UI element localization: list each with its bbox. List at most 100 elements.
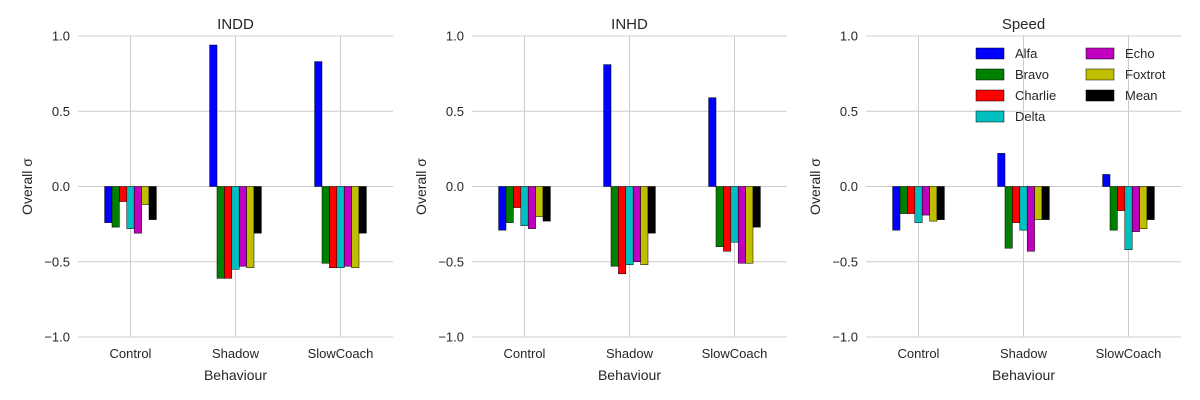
bar-alfa-shadow	[603, 64, 612, 187]
legend-label-mean: Mean	[1125, 88, 1158, 103]
bar-charlie-slowcoach	[329, 186, 338, 269]
y-tick-label: −0.5	[832, 254, 858, 269]
chart-panel-indd: −1.0 −0.5 0.0 0.5 1.0 Control Shadow SlowCoach I…	[19, 16, 393, 383]
bar-bravo-slowcoach	[321, 186, 330, 264]
chart-panel-inhd: −1.0 −0.5 0.0 0.5 1.0 Control Shadow SlowCoach I…	[413, 16, 787, 383]
y-tick-label: −1.0	[44, 330, 70, 345]
y-tick-label: −0.5	[438, 254, 464, 269]
bar-foxtrot-slowcoach	[1139, 186, 1148, 229]
x-tick-label: SlowCoach	[702, 346, 768, 361]
bar-charlie-slowcoach	[723, 186, 732, 252]
bar-mean-control	[936, 186, 945, 220]
bar-alfa-slowcoach	[314, 61, 323, 187]
x-tick-label: SlowCoach	[1096, 346, 1162, 361]
bar-delta-slowcoach	[730, 186, 739, 243]
x-tick-label: Shadow	[606, 346, 654, 361]
bar-foxtrot-shadow	[1034, 186, 1043, 220]
bar-foxtrot-shadow	[640, 186, 649, 266]
x-axis-label: Behaviour	[598, 367, 661, 383]
legend-swatch-alfa	[975, 47, 1005, 60]
bar-alfa-slowcoach	[708, 97, 717, 187]
bar-charlie-shadow	[618, 186, 627, 275]
y-tick-label: −0.5	[44, 254, 70, 269]
bar-echo-control	[921, 186, 930, 216]
bar-foxtrot-control	[929, 186, 938, 222]
bar-delta-control	[520, 186, 529, 226]
y-tick-label: 0.5	[446, 104, 464, 119]
bar-mean-slowcoach	[1146, 186, 1155, 220]
y-tick-label: 0.5	[840, 104, 858, 119]
x-tick-label: Control	[504, 346, 546, 361]
chart-title: INDD	[217, 16, 254, 33]
y-axis-label: Overall σ	[807, 158, 823, 215]
bar-alfa-shadow	[209, 44, 218, 187]
bar-delta-shadow	[231, 186, 240, 270]
bar-charlie-control	[513, 186, 522, 208]
x-tick-label: Shadow	[1000, 346, 1048, 361]
chart-title: Speed	[1002, 16, 1045, 33]
legend-label-foxtrot: Foxtrot	[1125, 67, 1166, 82]
legend-label-bravo: Bravo	[1015, 67, 1049, 82]
bar-bravo-shadow	[610, 186, 619, 267]
bar-mean-slowcoach	[358, 186, 367, 234]
bar-echo-shadow	[238, 186, 247, 267]
bar-bravo-control	[111, 186, 120, 228]
y-tick-label: 0.0	[446, 179, 464, 194]
bar-delta-control	[914, 186, 923, 223]
x-tick-label: Control	[110, 346, 152, 361]
bar-charlie-control	[119, 186, 128, 202]
bar-bravo-shadow	[216, 186, 225, 279]
bar-echo-slowcoach	[343, 186, 352, 267]
x-axis-label: Behaviour	[992, 367, 1055, 383]
bar-delta-slowcoach	[336, 186, 345, 269]
legend-label-charlie: Charlie	[1015, 88, 1056, 103]
bar-mean-shadow	[1041, 186, 1050, 220]
bar-charlie-slowcoach	[1117, 186, 1126, 211]
x-tick-label: Control	[898, 346, 940, 361]
bar-bravo-control	[899, 186, 908, 214]
legend-swatch-bravo	[975, 68, 1005, 81]
bar-echo-shadow	[1026, 186, 1035, 252]
bar-charlie-control	[907, 186, 916, 214]
y-tick-label: 1.0	[52, 29, 70, 44]
bar-mean-shadow	[647, 186, 656, 234]
legend-label-delta: Delta	[1015, 109, 1046, 124]
x-axis-label: Behaviour	[204, 367, 267, 383]
legend-swatch-foxtrot	[1085, 68, 1115, 81]
bar-foxtrot-control	[141, 186, 150, 205]
bar-alfa-control	[892, 186, 901, 231]
bar-charlie-shadow	[224, 186, 233, 279]
bar-echo-slowcoach	[1131, 186, 1140, 232]
legend-swatch-charlie	[975, 89, 1005, 102]
bar-bravo-slowcoach	[1109, 186, 1118, 231]
bar-mean-shadow	[253, 186, 262, 234]
y-axis-label: Overall σ	[19, 158, 35, 215]
bar-bravo-shadow	[1004, 186, 1013, 249]
bar-alfa-control	[104, 186, 113, 223]
bar-bravo-slowcoach	[715, 186, 724, 247]
bar-foxtrot-slowcoach	[351, 186, 360, 269]
bar-foxtrot-control	[535, 186, 544, 217]
chart-title: INHD	[611, 16, 648, 33]
y-tick-label: 0.0	[840, 179, 858, 194]
y-tick-label: 0.0	[52, 179, 70, 194]
bar-bravo-control	[505, 186, 514, 223]
bar-delta-control	[126, 186, 135, 229]
bar-mean-control	[148, 186, 157, 220]
bar-foxtrot-shadow	[246, 186, 255, 269]
bar-delta-shadow	[1019, 186, 1028, 231]
bar-charlie-shadow	[1012, 186, 1021, 223]
x-tick-label: SlowCoach	[308, 346, 374, 361]
legend-label-alfa: Alfa	[1015, 46, 1038, 61]
bar-alfa-shadow	[997, 153, 1006, 187]
x-tick-label: Shadow	[212, 346, 260, 361]
bar-delta-shadow	[625, 186, 634, 266]
chart-panel-speed: −1.0 −0.5 0.0 0.5 1.0 Control Shadow SlowCoach S…	[807, 16, 1181, 383]
bar-echo-control	[527, 186, 536, 229]
y-axis-label: Overall σ	[413, 158, 429, 215]
legend-swatch-delta	[975, 110, 1005, 123]
y-tick-label: −1.0	[832, 330, 858, 345]
bar-echo-control	[133, 186, 142, 234]
bar-delta-slowcoach	[1124, 186, 1133, 250]
